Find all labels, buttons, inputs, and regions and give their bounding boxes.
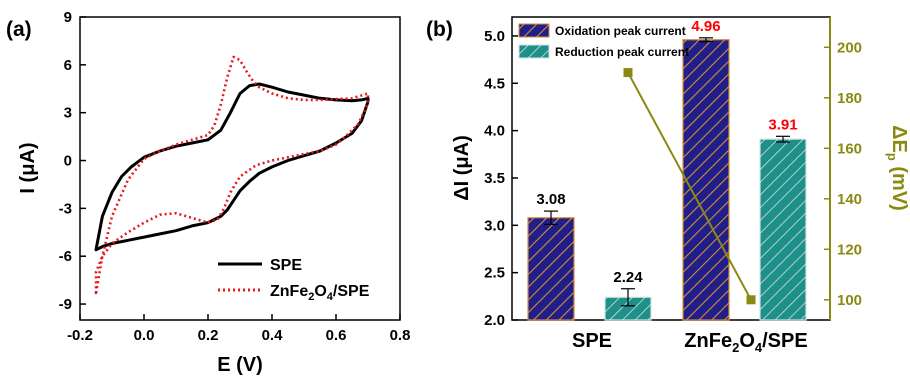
reduction-bar-znfe2o4 <box>759 138 807 321</box>
legend-spe-label: SPE <box>270 257 302 274</box>
bar-value-label: 4.96 <box>691 18 720 35</box>
panel-b-right-y-ticks: 100 120 140 160 180 200 <box>824 39 862 309</box>
panel-b-delta-ep-line <box>623 68 756 305</box>
panel-a-label: (a) <box>6 18 32 41</box>
delta-ep-point <box>746 295 756 305</box>
panel-b-category-spe: SPE <box>572 330 612 352</box>
panel-b-bars: 3.08 4.96 2.24 3.91 <box>527 18 807 321</box>
panel-a-x-tick-label: 0.2 <box>198 327 219 344</box>
delta-ep-point <box>623 68 633 78</box>
panel-b-right-tick-label: 120 <box>837 241 862 258</box>
bar-value-label: 3.91 <box>768 116 797 133</box>
panel-a-legend: SPE ZnFe2O4/SPE <box>218 257 370 303</box>
panel-b-right-axis-label: ΔEp (mV) <box>885 125 910 211</box>
panel-b-y-tick-label: 5.0 <box>484 28 505 45</box>
panel-a-y-tick-label: 0 <box>64 153 72 170</box>
panel-b: (b) 2.0 2.5 3.0 3.5 4.0 4.5 5.0 100 120 140 160 18… <box>426 16 910 355</box>
panel-b-y-tick-label: 2.0 <box>484 312 505 329</box>
panel-a-y-axis-label: I (μA) <box>17 142 39 193</box>
panel-a: (a) -0.2 0.0 0.2 0.4 0.6 0.8 -9 -6 -3 0 3 6 9 E (V)… <box>6 9 410 376</box>
panel-a-y-tick-label: -6 <box>59 248 72 265</box>
panel-a-x-tick-label: 0.0 <box>134 327 155 344</box>
panel-a-y-tick-label: 6 <box>64 57 72 74</box>
legend-oxidation-swatch <box>518 23 550 38</box>
legend-reduction-label: Reduction peak current <box>555 45 689 59</box>
panel-b-label: (b) <box>426 18 453 41</box>
legend-oxidation-label: Oxidation peak current <box>555 24 686 38</box>
panel-a-curves <box>94 55 370 295</box>
panel-a-y-tick-label: -3 <box>59 200 72 217</box>
panel-b-right-tick-label: 200 <box>837 39 862 56</box>
panel-b-y-tick-label: 4.0 <box>484 123 505 140</box>
panel-b-y-tick-label: 4.5 <box>484 75 505 92</box>
panel-a-x-tick-label: 0.4 <box>262 327 284 344</box>
cv-curve-spe <box>94 82 370 252</box>
panel-a-x-tick-label: 0.8 <box>390 327 411 344</box>
panel-a-y-tick-label: -9 <box>59 296 72 313</box>
panel-a-x-ticks: -0.2 0.0 0.2 0.4 0.6 0.8 <box>67 314 410 344</box>
panel-b-y-tick-label: 3.5 <box>484 170 505 187</box>
panel-b-right-tick-label: 180 <box>837 90 862 107</box>
delta-ep-series-line <box>627 72 752 301</box>
panel-b-right-tick-label: 140 <box>837 191 862 208</box>
legend-znfe-label: ZnFe2O4/SPE <box>270 283 370 303</box>
panel-a-x-tick-label: -0.2 <box>67 327 93 344</box>
panel-a-y-tick-label: 9 <box>64 9 72 26</box>
panel-b-right-tick-label: 160 <box>837 140 862 157</box>
panel-b-y-tick-label: 3.0 <box>484 217 505 234</box>
panel-b-y-tick-label: 2.5 <box>484 265 505 282</box>
panel-a-y-tick-label: 3 <box>64 105 72 122</box>
cv-curve-znfe2o4 <box>94 55 370 295</box>
legend-reduction-swatch <box>518 44 550 59</box>
panel-a-y-ticks: -9 -6 -3 0 3 6 9 <box>59 9 86 313</box>
panel-a-frame <box>79 16 401 321</box>
panel-b-left-y-ticks: 2.0 2.5 3.0 3.5 4.0 4.5 5.0 <box>484 28 518 329</box>
bar-value-label: 2.24 <box>613 269 643 286</box>
bar-value-label: 3.08 <box>536 191 565 208</box>
panel-a-x-axis-label: E (V) <box>217 354 263 376</box>
oxidation-bar-znfe2o4 <box>682 39 730 321</box>
oxidation-bar-spe <box>527 217 575 321</box>
panel-b-right-tick-label: 100 <box>837 292 862 309</box>
panel-b-y-axis-label: ΔI (μA) <box>451 135 473 201</box>
panel-b-category-znfe: ZnFe2O4/SPE <box>684 330 807 355</box>
panel-b-legend: Oxidation peak current Reduction peak cu… <box>518 23 689 59</box>
panel-a-x-tick-label: 0.6 <box>326 327 347 344</box>
